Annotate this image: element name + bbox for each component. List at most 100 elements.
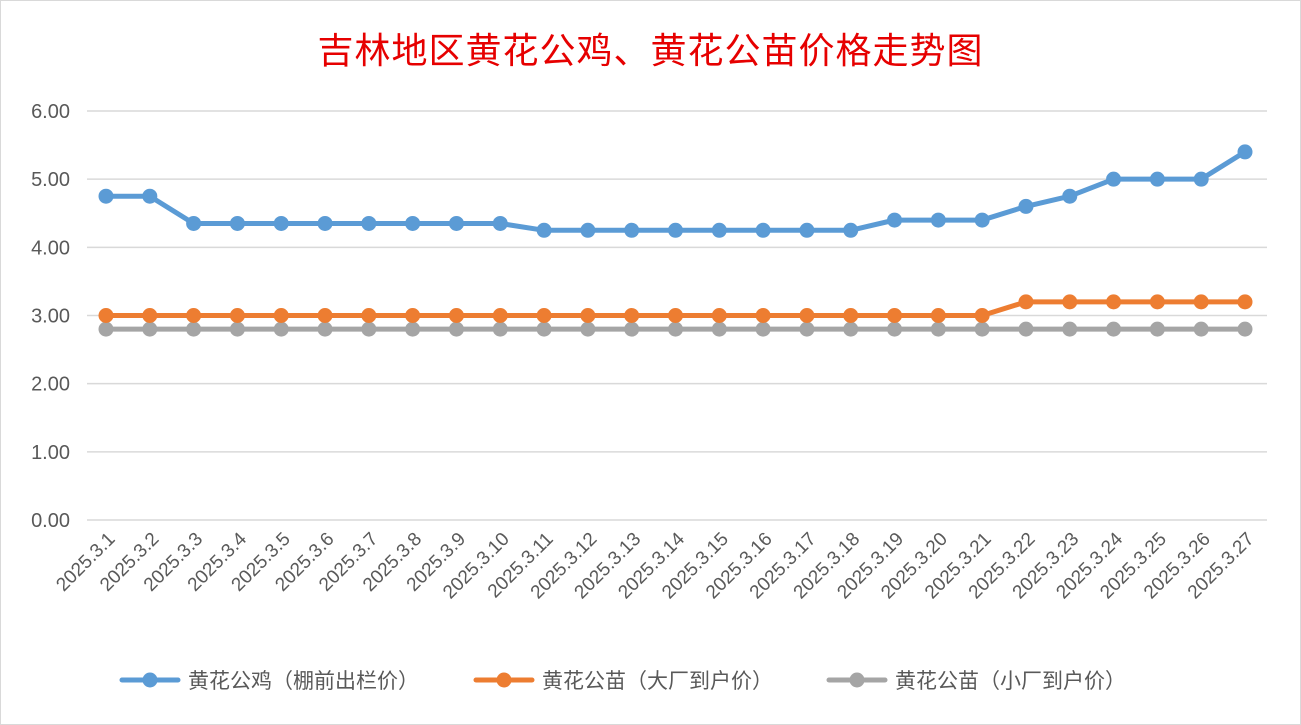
legend-label-0: 黄花公鸡（棚前出栏价） — [188, 669, 419, 693]
legend-marker-0 — [142, 672, 158, 688]
data-point — [142, 321, 158, 337]
data-point — [668, 308, 683, 323]
data-point — [361, 215, 377, 231]
data-point — [448, 308, 464, 323]
data-point — [887, 308, 903, 323]
data-point — [580, 308, 596, 323]
data-point — [668, 321, 683, 337]
data-point — [492, 215, 508, 231]
data-point — [536, 308, 552, 323]
data-point — [405, 308, 421, 323]
data-point — [799, 321, 815, 337]
data-point — [755, 321, 771, 337]
y-tick-label: 3.00 — [31, 306, 70, 328]
data-point — [1106, 294, 1122, 310]
data-point — [930, 321, 946, 337]
y-tick-label: 2.00 — [31, 374, 70, 396]
data-point — [492, 308, 508, 323]
data-point — [843, 308, 859, 323]
data-point — [317, 215, 333, 231]
legend-marker-2 — [849, 672, 865, 688]
data-point — [711, 222, 727, 238]
data-point — [492, 321, 508, 337]
data-point — [317, 308, 333, 323]
data-point — [1106, 321, 1122, 337]
data-point — [361, 321, 377, 337]
data-point — [1237, 321, 1253, 337]
data-point — [229, 321, 245, 337]
data-point — [98, 188, 114, 204]
data-point — [974, 321, 990, 337]
data-point — [843, 222, 859, 238]
data-point — [1237, 294, 1253, 310]
data-point — [755, 308, 771, 323]
data-point — [624, 308, 640, 323]
data-point — [624, 222, 640, 238]
data-point — [755, 222, 771, 238]
data-point — [1106, 171, 1122, 187]
data-point — [229, 308, 245, 323]
data-point — [843, 321, 859, 337]
legend-marker-1 — [496, 672, 512, 688]
data-point — [1062, 294, 1078, 310]
data-point — [142, 188, 158, 204]
data-point — [1149, 171, 1165, 187]
data-point — [448, 321, 464, 337]
y-tick-label: 1.00 — [31, 442, 70, 464]
data-point — [186, 215, 202, 231]
data-point — [405, 321, 421, 337]
data-point — [1062, 188, 1078, 204]
legend-label-2: 黄花公苗（小厂到户价） — [895, 669, 1126, 693]
y-tick-label: 5.00 — [31, 169, 70, 191]
data-point — [624, 321, 640, 337]
series-lines — [98, 144, 1253, 337]
y-tick-label: 6.00 — [31, 101, 70, 123]
data-point — [1062, 321, 1078, 337]
data-point — [229, 215, 245, 231]
data-point — [668, 222, 683, 238]
data-point — [711, 321, 727, 337]
data-point — [1193, 321, 1209, 337]
legend: 黄花公鸡（棚前出栏价） 黄花公苗（大厂到户价） 黄花公苗（小厂到户价） — [119, 669, 1126, 693]
data-point — [405, 215, 421, 231]
data-point — [887, 321, 903, 337]
legend-label-1: 黄花公苗（大厂到户价） — [542, 669, 773, 693]
data-point — [1193, 294, 1209, 310]
data-point — [974, 212, 990, 228]
chart-title: 吉林地区黄花公鸡、黄花公苗价格走势图 — [317, 31, 984, 72]
data-point — [361, 308, 377, 323]
data-point — [799, 222, 815, 238]
gridlines — [87, 110, 1267, 521]
data-point — [1018, 321, 1034, 337]
data-point — [186, 308, 202, 323]
data-point — [98, 308, 114, 323]
data-point — [580, 222, 596, 238]
data-point — [448, 215, 464, 231]
data-point — [799, 308, 815, 323]
data-point — [536, 321, 552, 337]
data-point — [887, 212, 903, 228]
y-axis-ticks: 0.00 1.00 2.00 3.00 4.00 5.00 6.00 — [31, 101, 70, 532]
y-tick-label: 0.00 — [31, 510, 70, 532]
data-point — [930, 212, 946, 228]
data-point — [1237, 144, 1253, 160]
data-point — [1018, 198, 1034, 214]
data-point — [536, 222, 552, 238]
data-point — [1149, 321, 1165, 337]
data-point — [142, 308, 158, 323]
data-point — [273, 308, 289, 323]
data-point — [317, 321, 333, 337]
data-point — [98, 321, 114, 337]
data-point — [273, 215, 289, 231]
data-point — [1193, 171, 1209, 187]
y-tick-label: 4.00 — [31, 237, 70, 259]
data-point — [974, 308, 990, 323]
data-point — [273, 321, 289, 337]
data-point — [1149, 294, 1165, 310]
data-point — [186, 321, 202, 337]
data-point — [580, 321, 596, 337]
data-point — [1018, 294, 1034, 310]
data-point — [930, 308, 946, 323]
